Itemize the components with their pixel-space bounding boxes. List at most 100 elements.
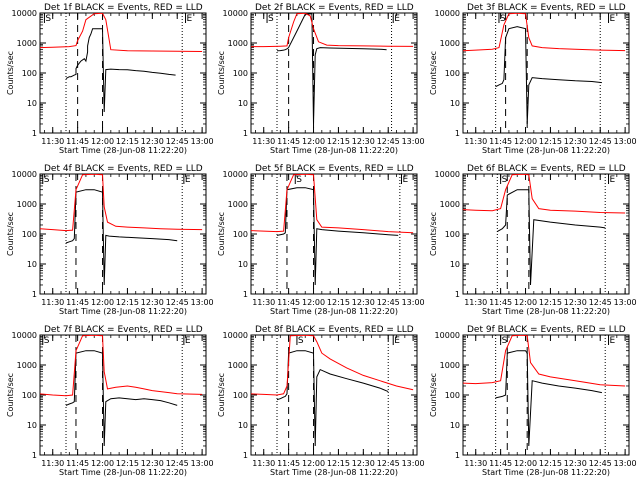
y-tick-label: 1 [32, 129, 37, 138]
end-marker-label: E [185, 336, 191, 346]
start-marker-label: S [500, 14, 506, 24]
x-tick-label: 12:15 [116, 298, 139, 307]
panel-det-8: Det 8f BLACK = Events, RED = LLD 1 10 100 10… [217, 325, 425, 477]
y-tick-label: 100 [22, 230, 37, 239]
start-marker-label: S [45, 14, 51, 24]
x-tick-label: 12:15 [539, 137, 562, 146]
x-tick-label: 11:45 [277, 137, 300, 146]
series-line-events [65, 189, 178, 286]
y-axis-label: Counts/sec [217, 373, 226, 417]
y-tick-label: 100 [233, 391, 248, 400]
x-tick-label: 12:30 [564, 459, 587, 468]
series-line-events [276, 350, 389, 447]
y-tick-label: 1000 [440, 361, 460, 370]
chart-title: Det 1f BLACK = Events, RED = LLD [44, 3, 203, 13]
x-tick-label: 11:30 [41, 298, 64, 307]
x-tick-label: 11:30 [41, 137, 64, 146]
y-tick-label: 10000 [223, 331, 248, 340]
series-line-lld [251, 13, 414, 48]
x-axis-label: Start Time (28-Jun-08 11:22:20) [482, 307, 610, 316]
y-tick-label: 1 [243, 451, 248, 460]
y-axis-label: Counts/sec [6, 373, 15, 417]
x-tick-label: 12:15 [539, 298, 562, 307]
x-axis-label: Start Time (28-Jun-08 11:22:20) [59, 307, 187, 316]
end-marker-label: E [394, 14, 400, 24]
y-axis-label: Counts/sec [217, 51, 226, 95]
y-tick-label: 10000 [435, 331, 460, 340]
x-tick-label: 13:00 [191, 137, 214, 146]
x-tick-label: 11:30 [464, 298, 487, 307]
x-axis-label: Start Time (28-Jun-08 11:22:20) [59, 146, 187, 155]
x-tick-label: 13:00 [614, 298, 637, 307]
x-tick-label: 12:00 [302, 137, 325, 146]
series-line-lld [463, 13, 626, 52]
end-marker-label: E [187, 14, 193, 24]
chart-title: Det 3f BLACK = Events, RED = LLD [467, 3, 626, 13]
y-tick-label: 100 [22, 69, 37, 78]
y-tick-label: 10000 [435, 9, 460, 18]
x-tick-label: 11:45 [489, 298, 512, 307]
panel-det-2: Det 2f BLACK = Events, RED = LLD 1 10 100 10… [217, 3, 425, 155]
y-tick-label: 10000 [12, 170, 37, 179]
end-marker-label: E [610, 336, 616, 346]
chart-title: Det 8f BLACK = Events, RED = LLD [255, 325, 414, 335]
y-tick-label: 10 [27, 421, 37, 430]
x-tick-label: 12:45 [377, 137, 400, 146]
x-axis-label: Start Time (28-Jun-08 11:22:20) [482, 468, 610, 477]
chart-title: Det 5f BLACK = Events, RED = LLD [255, 164, 414, 174]
x-tick-label: 11:30 [464, 459, 487, 468]
x-tick-label: 12:15 [539, 459, 562, 468]
chart-title: Det 2f BLACK = Events, RED = LLD [255, 3, 414, 13]
end-marker-label: E [394, 336, 400, 346]
x-tick-label: 11:45 [489, 459, 512, 468]
plot-frame [462, 12, 630, 134]
end-marker-label: E [610, 14, 616, 24]
x-tick-label: 12:00 [514, 298, 537, 307]
chart-title: Det 9f BLACK = Events, RED = LLD [467, 325, 626, 335]
x-tick-label: 11:45 [66, 459, 89, 468]
series-line-lld [40, 335, 203, 397]
series-line-lld [251, 174, 414, 234]
plot-frame [39, 12, 207, 134]
plot-frame [39, 334, 207, 456]
end-marker-label: E [610, 175, 616, 185]
y-tick-label: 100 [233, 230, 248, 239]
y-tick-label: 1000 [17, 200, 37, 209]
x-tick-label: 11:45 [66, 298, 89, 307]
x-tick-label: 11:45 [489, 137, 512, 146]
panel-det-3: Det 3f BLACK = Events, RED = LLD 1 10 100 10… [429, 3, 637, 155]
start-marker-label: S [298, 336, 304, 346]
y-axis-label: Counts/sec [217, 212, 226, 256]
y-tick-label: 1 [243, 290, 248, 299]
x-tick-label: 12:00 [302, 298, 325, 307]
series-line-events [276, 13, 387, 125]
start-marker-label: S [268, 14, 274, 24]
panel-det-5: Det 5f BLACK = Events, RED = LLD 1 10 100 10… [217, 164, 425, 316]
x-axis-label: Start Time (28-Jun-08 11:22:20) [270, 307, 398, 316]
series-line-lld [463, 335, 626, 387]
x-tick-label: 12:15 [327, 137, 350, 146]
series-line-lld [463, 174, 626, 214]
x-tick-label: 11:30 [252, 137, 275, 146]
x-tick-label: 12:45 [377, 298, 400, 307]
y-axis-label: Counts/sec [6, 212, 15, 256]
y-tick-label: 100 [445, 69, 460, 78]
x-tick-label: 13:00 [402, 459, 425, 468]
panel-det-4: Det 4f BLACK = Events, RED = LLD 1 10 100 10… [6, 164, 214, 316]
x-tick-label: 11:30 [252, 298, 275, 307]
y-tick-label: 1000 [440, 200, 460, 209]
plot-frame [250, 12, 418, 134]
x-tick-label: 12:45 [166, 459, 189, 468]
y-tick-label: 1 [32, 451, 37, 460]
y-tick-label: 1000 [228, 200, 248, 209]
y-tick-label: 10 [238, 260, 248, 269]
x-tick-label: 12:15 [116, 459, 139, 468]
y-tick-label: 10000 [223, 170, 248, 179]
x-tick-label: 12:30 [141, 137, 164, 146]
y-tick-label: 1 [243, 129, 248, 138]
x-tick-label: 13:00 [402, 137, 425, 146]
series-line-events [276, 187, 399, 286]
x-tick-label: 12:30 [564, 137, 587, 146]
x-tick-label: 12:00 [514, 137, 537, 146]
y-tick-label: 100 [445, 391, 460, 400]
